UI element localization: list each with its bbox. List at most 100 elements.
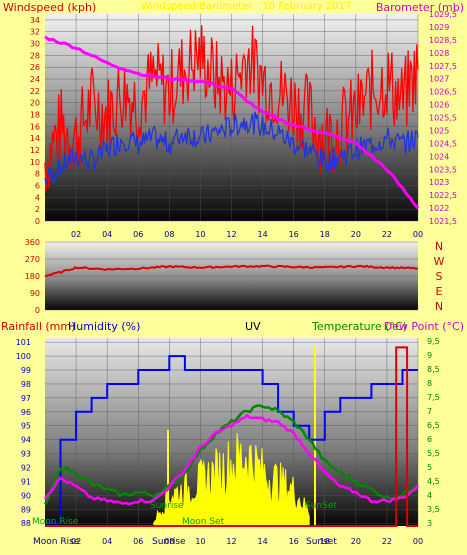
- uv-axis-title: UV: [245, 320, 261, 333]
- direction-tick-label: 360: [25, 238, 40, 247]
- temp-tick-label: 7: [427, 407, 432, 416]
- moon-rise-axis-label: Moon Rise: [33, 537, 80, 547]
- compass-w-label: W: [434, 255, 445, 268]
- direction-grid: [45, 241, 418, 311]
- rainfall-axis-title: Rainfall (mm): [1, 320, 75, 333]
- x-tick-label: 20: [351, 537, 361, 546]
- sunset-axis-label: Sunset: [306, 537, 337, 547]
- direction-tick-label: 90: [30, 289, 40, 298]
- humidity-tick-label: 88: [21, 519, 31, 528]
- wind-tick-label: 14: [30, 134, 40, 143]
- x-tick-label: 12: [226, 537, 236, 546]
- baro-tick-label: 1023: [429, 178, 449, 187]
- dewpoint-series-line: [43, 413, 420, 506]
- x-tick-label: 00: [413, 537, 423, 546]
- wind-tick-label: 20: [30, 99, 40, 108]
- humidity-tick-label: 99: [21, 366, 31, 375]
- chart-date-title: Windspeed/Barometer - 10 February 2017: [141, 1, 352, 12]
- direction-tick-label: 270: [25, 255, 40, 264]
- x-tick-label: 22: [382, 537, 392, 546]
- humidity-tick-label: 90: [21, 491, 31, 500]
- temp-axis-ticks: 3 3,5 4 4,5 5 5,5 6 6,5 7 7,5 8 8,5 9 9,5: [427, 337, 440, 528]
- wind-tick-label: 6: [35, 182, 40, 191]
- wind-tick-label: 30: [30, 40, 40, 49]
- baro-tick-label: 1027,5: [429, 62, 457, 71]
- baro-tick-label: 1026,5: [429, 88, 457, 97]
- wind-tick-label: 4: [35, 193, 40, 202]
- wind-tick-label: 26: [30, 63, 40, 72]
- x-tick-label: 00: [413, 230, 423, 239]
- baro-tick-label: 1029,5: [429, 10, 457, 19]
- direction-tick-label: 180: [25, 272, 40, 281]
- temp-tick-label: 8,5: [427, 365, 440, 374]
- x-tick-label: 06: [133, 230, 143, 239]
- x-tick-label: 04: [102, 230, 112, 239]
- baro-tick-label: 1029: [429, 23, 449, 32]
- wind-tick-label: 32: [30, 28, 40, 37]
- humidity-tick-label: 96: [21, 408, 31, 417]
- baro-tick-label: 1026: [429, 101, 449, 110]
- x-tick-label: 14: [257, 537, 267, 546]
- humidity-tick-label: 100: [16, 352, 31, 361]
- humidity-tick-label: 93: [21, 450, 31, 459]
- average-wind-series-line: [44, 111, 419, 185]
- compass-n-label: N: [435, 300, 443, 313]
- baro-tick-label: 1022,5: [429, 191, 457, 200]
- temp-tick-label: 3: [427, 519, 432, 528]
- uv-series-area: [153, 433, 310, 527]
- x-tick-label: 14: [257, 230, 267, 239]
- x-tick-label: 04: [102, 537, 112, 546]
- x-tick-label: 02: [71, 537, 81, 546]
- x-tick-label: 18: [320, 230, 330, 239]
- moon-rise-annotation: Moon Rise: [32, 517, 79, 527]
- wind-tick-label: 24: [30, 75, 40, 84]
- wind-tick-label: 34: [30, 16, 40, 25]
- baro-tick-label: 1028: [429, 49, 449, 58]
- temp-tick-label: 4: [427, 491, 432, 500]
- x-tick-label: 08: [164, 230, 174, 239]
- baro-axis-ticks: 1021,5 1022 1022,5 1023 1023,5 1024 1024,5 1025…: [429, 10, 457, 226]
- humidity-axis-ticks: 88 89 90 91 92 93 94 95 96 97 98 99 100 101: [16, 338, 31, 528]
- temp-tick-label: 9: [427, 351, 432, 360]
- humidity-series-line: [45, 355, 418, 525]
- x-tick-label: 10: [195, 537, 205, 546]
- baro-axis-title: Barometer (mb): [376, 1, 464, 14]
- sunrise-axis-label: Sunrise: [152, 537, 186, 547]
- compass-s-label: S: [436, 270, 443, 283]
- temp-tick-label: 5,5: [427, 449, 440, 458]
- temp-tick-label: 5: [427, 463, 432, 472]
- baro-tick-label: 1022: [429, 204, 449, 213]
- barometer-series-line: [44, 35, 420, 210]
- humidity-tick-label: 98: [21, 380, 31, 389]
- baro-tick-label: 1024: [429, 152, 449, 161]
- x-tick-label: 06: [133, 537, 143, 546]
- dewpoint-axis-title: Dew Point (°C): [384, 320, 464, 333]
- moon-set-annotation: Moon Set: [182, 517, 225, 527]
- wind-tick-label: 10: [30, 158, 40, 167]
- sunset-annotation: SunSet: [305, 501, 337, 511]
- bottom-x-axis-ticks: 02 04 06 08 10 12 14 16 18 20 22 00: [71, 537, 423, 546]
- temp-tick-label: 6,5: [427, 421, 440, 430]
- direction-axis-ticks: 0 90 180 270 360: [25, 238, 40, 315]
- x-tick-label: 12: [226, 230, 236, 239]
- temp-tick-label: 7,5: [427, 393, 440, 402]
- humidity-tick-label: 91: [21, 477, 31, 486]
- compass-n-label: N: [435, 240, 443, 253]
- temp-tick-label: 6: [427, 435, 432, 444]
- wind-tick-label: 12: [30, 146, 40, 155]
- wind-tick-label: 18: [30, 111, 40, 120]
- direction-series-line: [44, 264, 419, 278]
- baro-tick-label: 1025,5: [429, 114, 457, 123]
- x-tick-label: 16: [289, 537, 299, 546]
- humidity-tick-label: 94: [21, 436, 31, 445]
- wind-axis-title: Windspeed (kph): [3, 1, 96, 14]
- baro-tick-label: 1027: [429, 75, 449, 84]
- x-tick-label: 22: [382, 230, 392, 239]
- baro-tick-label: 1024,5: [429, 139, 457, 148]
- baro-tick-label: 1021,5: [429, 217, 457, 226]
- wind-tick-label: 0: [35, 217, 40, 226]
- humidity-tick-label: 95: [21, 422, 31, 431]
